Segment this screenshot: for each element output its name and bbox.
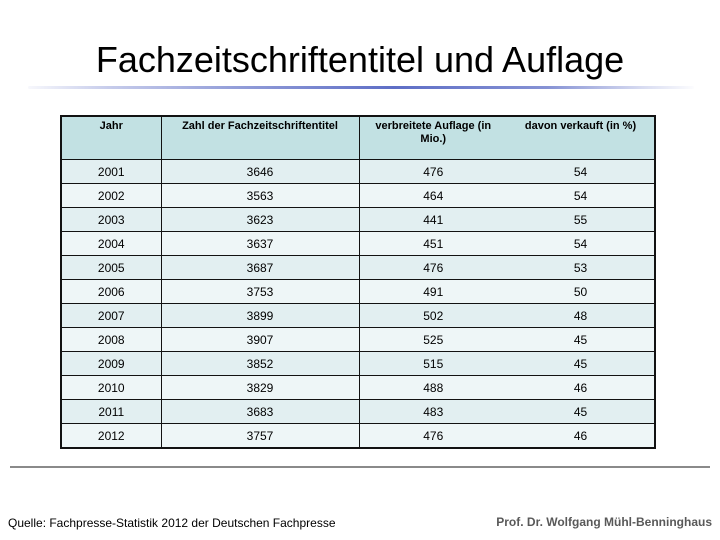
- table-cell: 54: [507, 231, 656, 256]
- table-cell: 3623: [160, 207, 360, 232]
- table-header: Jahr Zahl der Fachzeitschriftentitel ver…: [60, 115, 656, 160]
- table-cell: 515: [358, 351, 507, 376]
- table-cell: 3637: [160, 231, 360, 256]
- table-cell: 2007: [60, 303, 162, 328]
- statistics-table: Jahr Zahl der Fachzeitschriftentitel ver…: [60, 115, 656, 449]
- table-cell: 3899: [160, 303, 360, 328]
- table-cell: 2012: [60, 423, 162, 449]
- table-row: 2008 3907 525 45: [60, 327, 656, 352]
- table-cell: 483: [358, 399, 507, 424]
- table-cell: 451: [358, 231, 507, 256]
- table-row: 2009 3852 515 45: [60, 351, 656, 376]
- table-cell: 3907: [160, 327, 360, 352]
- table-row: 2004 3637 451 54: [60, 231, 656, 256]
- table-row: 2001 3646 476 54: [60, 159, 656, 184]
- table-body: 2001 3646 476 54 2002 3563 464 54 2003 3623 441 55 2…: [60, 159, 656, 449]
- table-cell: 3646: [160, 159, 360, 184]
- table-cell: 488: [358, 375, 507, 400]
- table-cell: 46: [507, 423, 656, 449]
- table-row: 2002 3563 464 54: [60, 183, 656, 208]
- table-cell: 491: [358, 279, 507, 304]
- table-cell: 3829: [160, 375, 360, 400]
- table-cell: 3563: [160, 183, 360, 208]
- footer-divider-rule: [10, 466, 710, 468]
- table-cell: 502: [358, 303, 507, 328]
- table-cell: 3687: [160, 255, 360, 280]
- column-header-davon-verkauft: davon verkauft (in %): [507, 115, 656, 160]
- slide-title: Fachzeitschriftentitel und Auflage: [95, 39, 625, 80]
- table-cell: 2011: [60, 399, 162, 424]
- table-row: 2007 3899 502 48: [60, 303, 656, 328]
- table-row: 2005 3687 476 53: [60, 255, 656, 280]
- table-row: 2006 3753 491 50: [60, 279, 656, 304]
- table-cell: 2002: [60, 183, 162, 208]
- table-cell: 50: [507, 279, 656, 304]
- table-cell: 54: [507, 159, 656, 184]
- table-row: 2010 3829 488 46: [60, 375, 656, 400]
- table-cell: 3753: [160, 279, 360, 304]
- table-cell: 2009: [60, 351, 162, 376]
- title-underline-rule: [28, 86, 694, 89]
- table-cell: 53: [507, 255, 656, 280]
- table-cell: 46: [507, 375, 656, 400]
- table-cell: 476: [358, 255, 507, 280]
- table-cell: 441: [358, 207, 507, 232]
- table-cell: 476: [358, 159, 507, 184]
- table-cell: 525: [358, 327, 507, 352]
- table-cell: 2010: [60, 375, 162, 400]
- table-cell: 2005: [60, 255, 162, 280]
- table-row: 2012 3757 476 46: [60, 423, 656, 449]
- table-header-row: Jahr Zahl der Fachzeitschriftentitel ver…: [60, 115, 656, 160]
- table-cell: 55: [507, 207, 656, 232]
- source-note: Quelle: Fachpresse-Statistik 2012 der De…: [8, 516, 336, 530]
- table-cell: 45: [507, 327, 656, 352]
- table-cell: 464: [358, 183, 507, 208]
- table-cell: 2006: [60, 279, 162, 304]
- column-header-fachzeitschriftentitel: Zahl der Fachzeitschriftentitel: [160, 115, 360, 160]
- table-cell: 3683: [160, 399, 360, 424]
- author-credit: Prof. Dr. Wolfgang Mühl-Benninghaus: [496, 515, 712, 529]
- column-header-verbreitete-auflage: verbreitete Auflage (in Mio.): [358, 115, 507, 160]
- table-cell: 2004: [60, 231, 162, 256]
- table-row: 2003 3623 441 55: [60, 207, 656, 232]
- table-cell: 3852: [160, 351, 360, 376]
- table-row: 2011 3683 483 45: [60, 399, 656, 424]
- table-cell: 476: [358, 423, 507, 449]
- table-cell: 2008: [60, 327, 162, 352]
- table-cell: 3757: [160, 423, 360, 449]
- table-cell: 45: [507, 351, 656, 376]
- column-header-jahr: Jahr: [60, 115, 162, 160]
- table-cell: 45: [507, 399, 656, 424]
- table-cell: 2001: [60, 159, 162, 184]
- table-cell: 54: [507, 183, 656, 208]
- table-cell: 48: [507, 303, 656, 328]
- table-cell: 2003: [60, 207, 162, 232]
